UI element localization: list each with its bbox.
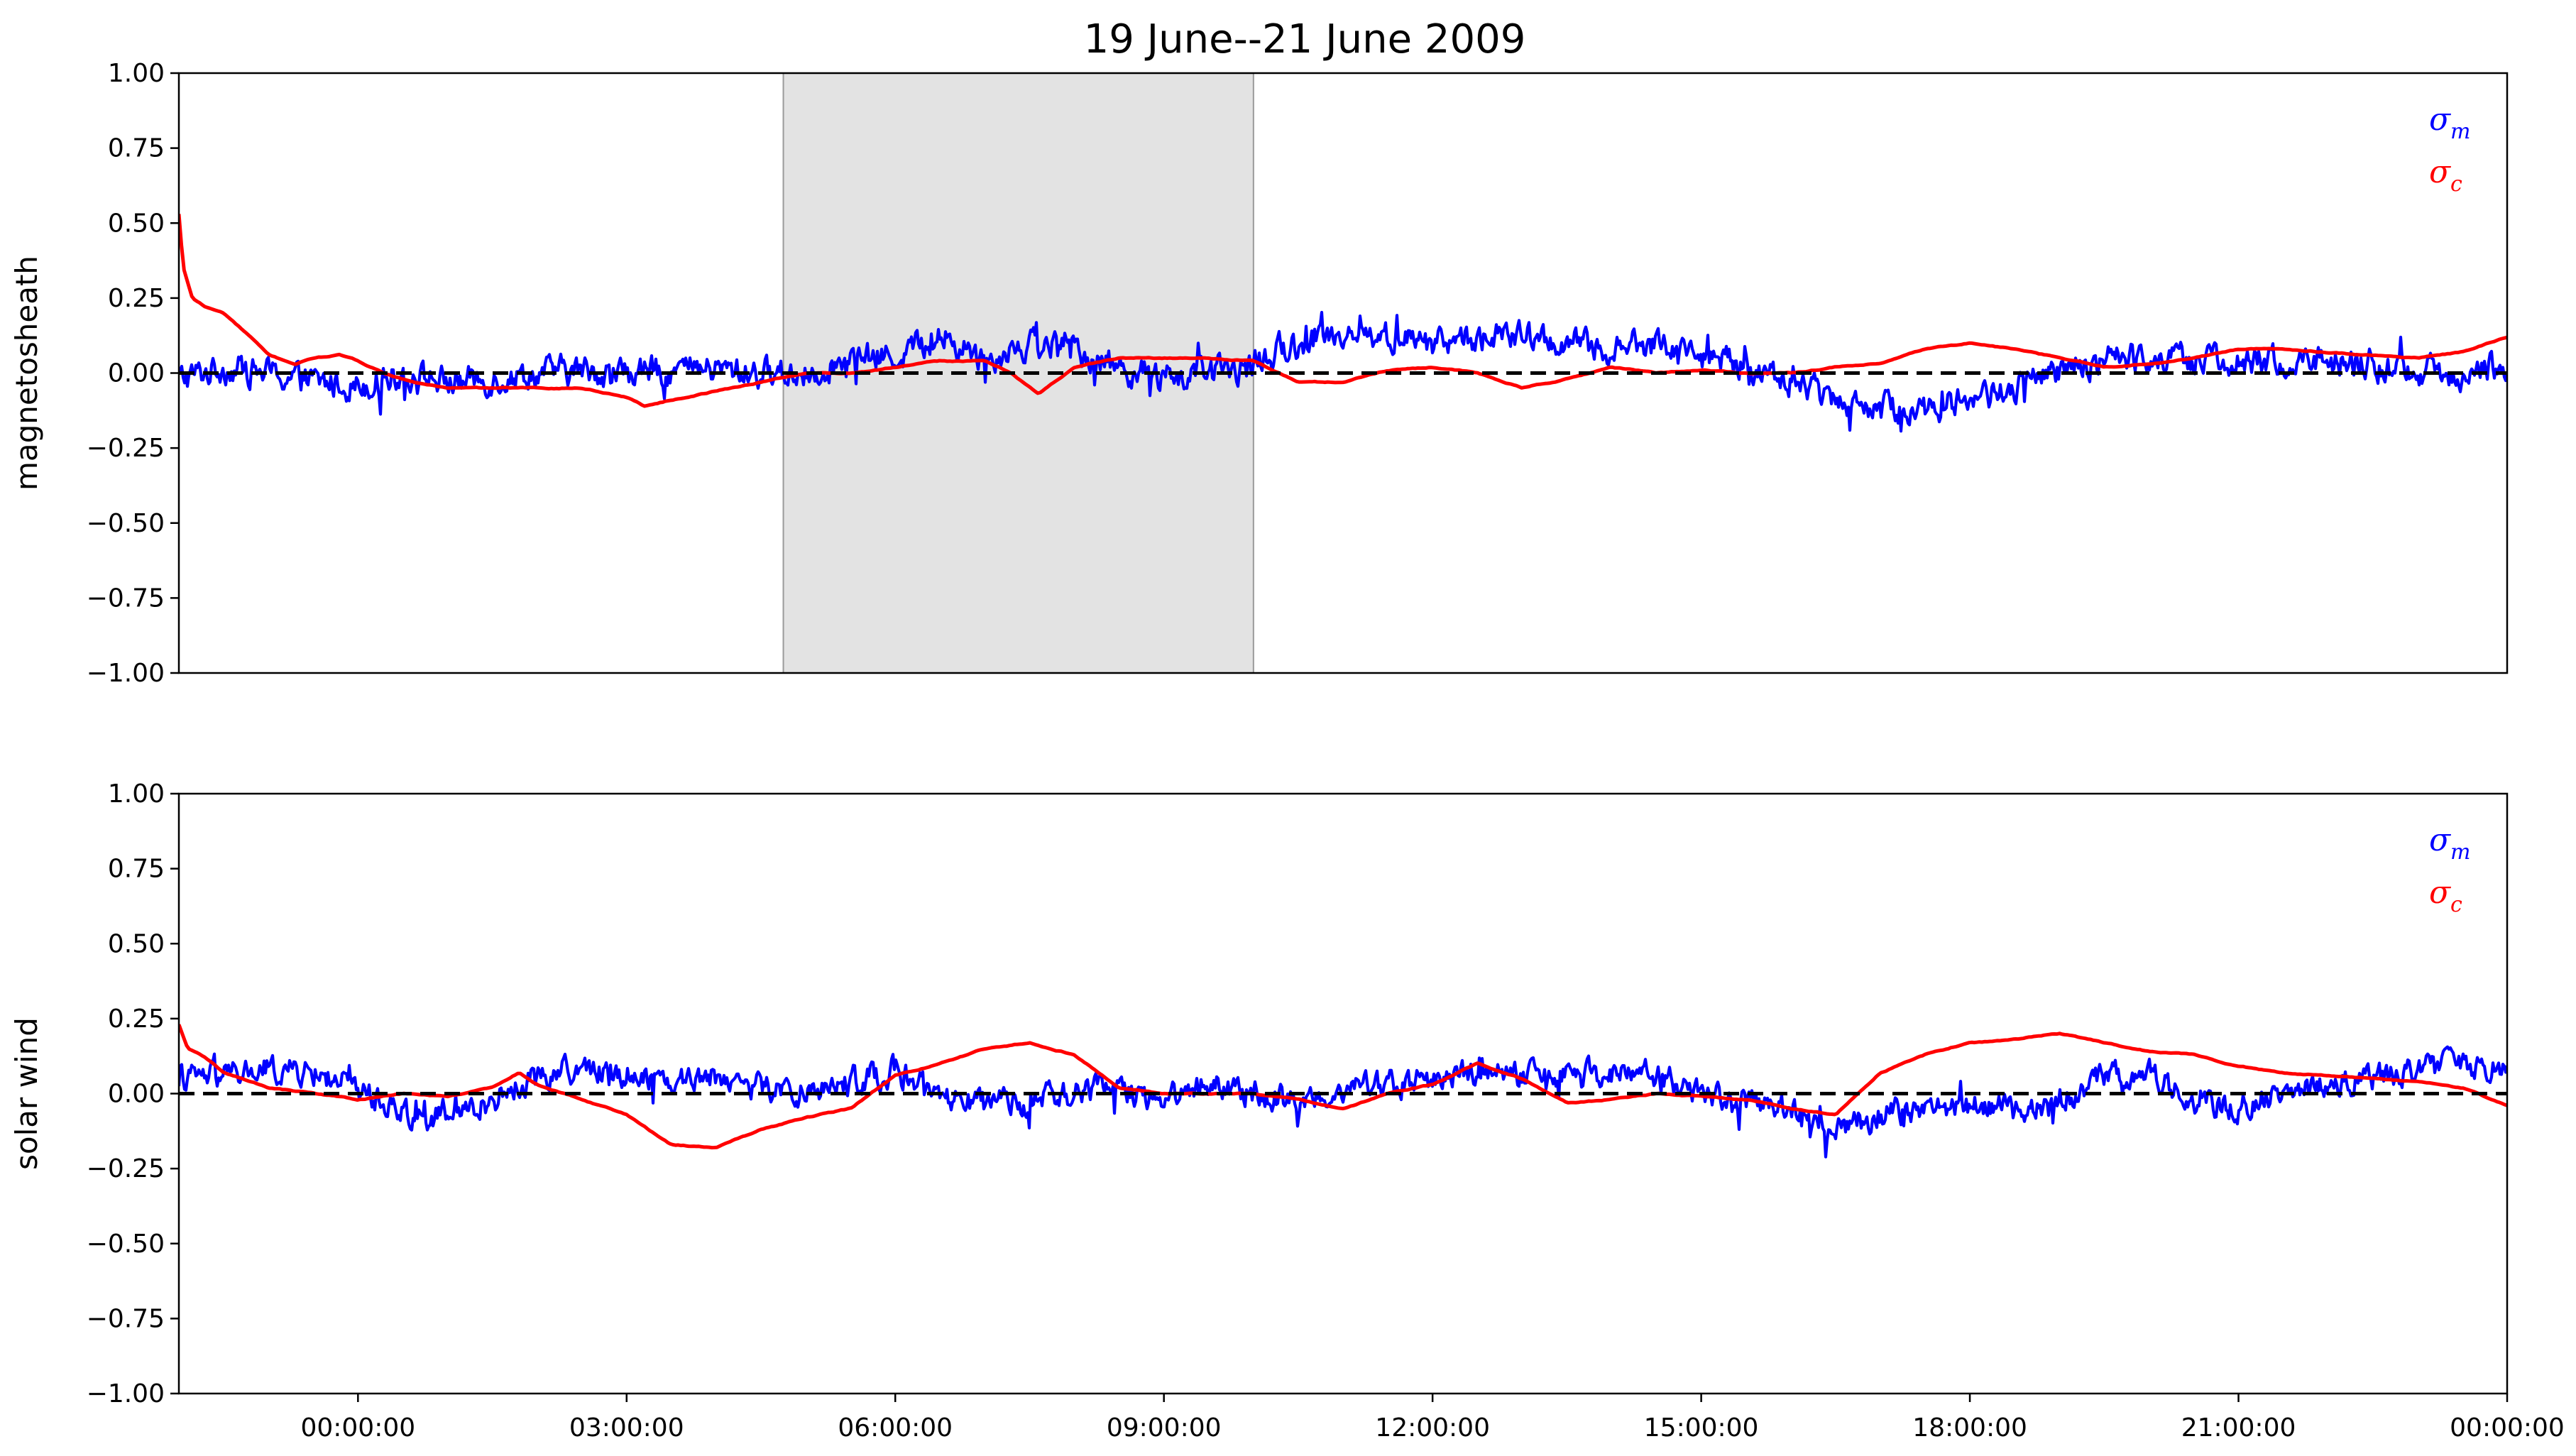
y-tick-label: 0.00 [108, 359, 165, 388]
series-line-sigma-c [179, 214, 2507, 408]
x-tick-label: 15:00:00 [1644, 1413, 1759, 1443]
chart-title: 19 June--21 June 2009 [1084, 16, 1526, 62]
y-tick-label: −0.25 [87, 434, 165, 463]
x-tick-label: 09:00:00 [1107, 1413, 1222, 1443]
x-tick-label: 18:00:00 [1912, 1413, 2027, 1443]
legend-entry-sigma-c: σc [2429, 875, 2462, 917]
x-tick-label: 12:00:00 [1375, 1413, 1490, 1443]
y-tick-label: −0.50 [87, 1230, 165, 1259]
y-tick-label: −0.25 [87, 1154, 165, 1183]
y-tick-label: 0.75 [108, 134, 165, 163]
series-line-sigma-m [179, 1045, 2507, 1159]
series-line-sigma-m [179, 310, 2507, 433]
y-tick-label: −0.50 [87, 509, 165, 538]
y-tick-label: 0.50 [108, 209, 165, 238]
x-tick-label: 00:00:00 [2450, 1413, 2565, 1443]
x-tick-label: 06:00:00 [838, 1413, 953, 1443]
y-tick-label: 0.00 [108, 1080, 165, 1109]
y-tick-label: 0.75 [108, 855, 165, 884]
y-axis-label: solar wind [9, 1017, 44, 1170]
y-tick-label: 1.00 [108, 59, 165, 88]
y-tick-label: 0.25 [108, 1005, 165, 1034]
y-tick-label: −1.00 [87, 1379, 165, 1408]
legend-entry-sigma-m: σm [2429, 822, 2471, 865]
y-tick-label: −1.00 [87, 659, 165, 688]
y-tick-label: 0.25 [108, 284, 165, 313]
y-tick-label: −0.75 [87, 1304, 165, 1333]
y-tick-label: 0.50 [108, 929, 165, 958]
legend-entry-sigma-c: σc [2429, 154, 2462, 197]
x-tick-label: 03:00:00 [569, 1413, 684, 1443]
y-axis-label: magnetosheath [9, 256, 44, 491]
y-tick-label: 1.00 [108, 779, 165, 809]
panel-magnetosheath: 1.00 0.75 0.50 0.25 0.00 −0.25 −0.50 −0.75 −1.00… [9, 59, 2509, 688]
panel-solar-wind: 1.00 0.75 0.50 0.25 0.00 −0.25 −0.50 −0.75 −1.00… [9, 779, 2565, 1443]
x-tick-label: 21:00:00 [2181, 1413, 2296, 1443]
y-tick-label: −0.75 [87, 584, 165, 613]
series-group [179, 214, 2507, 433]
x-tick-label: 00:00:00 [300, 1413, 415, 1443]
legend-entry-sigma-m: σm [2429, 102, 2471, 144]
